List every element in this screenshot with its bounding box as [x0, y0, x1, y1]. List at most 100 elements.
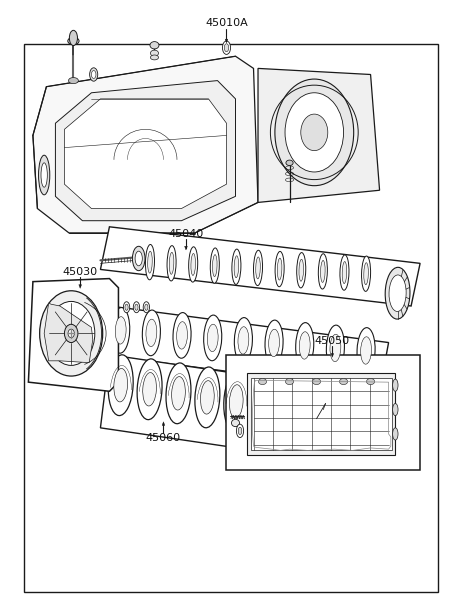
Polygon shape — [101, 306, 389, 391]
Polygon shape — [101, 227, 420, 306]
Ellipse shape — [231, 419, 240, 427]
Polygon shape — [44, 303, 93, 363]
Ellipse shape — [275, 79, 354, 185]
Ellipse shape — [269, 329, 280, 357]
Ellipse shape — [256, 257, 260, 279]
Ellipse shape — [318, 254, 328, 289]
Ellipse shape — [145, 244, 154, 280]
Ellipse shape — [224, 371, 249, 432]
Ellipse shape — [148, 251, 152, 273]
Ellipse shape — [114, 368, 128, 402]
Ellipse shape — [41, 163, 47, 187]
Ellipse shape — [339, 378, 347, 384]
Ellipse shape — [150, 50, 159, 56]
Polygon shape — [55, 81, 236, 221]
Ellipse shape — [361, 337, 371, 364]
Ellipse shape — [258, 389, 272, 422]
Text: 45050: 45050 — [315, 336, 350, 346]
Ellipse shape — [285, 378, 294, 384]
Ellipse shape — [393, 403, 398, 416]
Ellipse shape — [234, 318, 252, 364]
Ellipse shape — [297, 253, 306, 288]
Ellipse shape — [393, 428, 398, 440]
Ellipse shape — [254, 250, 263, 286]
Ellipse shape — [342, 261, 347, 283]
Ellipse shape — [265, 320, 283, 366]
Ellipse shape — [364, 263, 368, 285]
Ellipse shape — [90, 68, 98, 81]
Text: 45030: 45030 — [63, 267, 98, 277]
Ellipse shape — [68, 329, 74, 338]
Ellipse shape — [229, 385, 243, 418]
Ellipse shape — [172, 376, 185, 410]
Ellipse shape — [123, 302, 130, 313]
Ellipse shape — [142, 310, 160, 356]
Ellipse shape — [115, 316, 126, 344]
Ellipse shape — [204, 315, 222, 360]
Ellipse shape — [191, 253, 195, 275]
Ellipse shape — [143, 302, 149, 313]
Ellipse shape — [232, 249, 241, 285]
Ellipse shape — [125, 304, 128, 310]
Ellipse shape — [48, 302, 95, 365]
Text: 45010A: 45010A — [205, 18, 248, 28]
Ellipse shape — [313, 378, 321, 384]
Ellipse shape — [222, 41, 231, 54]
Ellipse shape — [135, 251, 142, 266]
Ellipse shape — [169, 252, 174, 274]
Ellipse shape — [143, 373, 156, 406]
Ellipse shape — [150, 55, 159, 60]
Ellipse shape — [210, 248, 219, 283]
Ellipse shape — [296, 323, 314, 368]
Polygon shape — [162, 422, 165, 425]
Ellipse shape — [385, 267, 410, 319]
Ellipse shape — [68, 37, 79, 45]
Text: 45060: 45060 — [146, 433, 181, 443]
Ellipse shape — [132, 246, 145, 271]
Ellipse shape — [150, 42, 159, 49]
Ellipse shape — [167, 245, 176, 281]
Ellipse shape — [188, 247, 198, 282]
Ellipse shape — [133, 302, 140, 313]
Ellipse shape — [282, 379, 307, 440]
Ellipse shape — [285, 93, 343, 172]
Ellipse shape — [173, 313, 191, 358]
Ellipse shape — [69, 31, 77, 45]
Ellipse shape — [234, 256, 239, 278]
Ellipse shape — [236, 424, 244, 438]
Ellipse shape — [40, 291, 103, 376]
Polygon shape — [225, 39, 228, 43]
Ellipse shape — [277, 258, 282, 280]
Ellipse shape — [299, 332, 310, 359]
Ellipse shape — [287, 393, 301, 427]
Ellipse shape — [137, 359, 162, 420]
Ellipse shape — [381, 382, 391, 391]
Ellipse shape — [238, 327, 249, 354]
Polygon shape — [64, 99, 226, 209]
Polygon shape — [79, 285, 82, 288]
Ellipse shape — [145, 304, 148, 310]
Ellipse shape — [135, 304, 138, 310]
Polygon shape — [29, 278, 118, 391]
Ellipse shape — [207, 324, 218, 352]
Ellipse shape — [340, 255, 349, 290]
Polygon shape — [101, 355, 317, 458]
Ellipse shape — [275, 252, 284, 287]
Polygon shape — [185, 246, 188, 250]
Ellipse shape — [201, 381, 214, 414]
Polygon shape — [331, 354, 334, 357]
Ellipse shape — [108, 355, 133, 416]
Polygon shape — [226, 355, 420, 471]
Polygon shape — [258, 69, 380, 203]
Ellipse shape — [68, 78, 78, 84]
Ellipse shape — [146, 319, 157, 346]
Ellipse shape — [177, 322, 188, 349]
Ellipse shape — [366, 378, 375, 384]
Ellipse shape — [361, 256, 371, 291]
Ellipse shape — [212, 255, 217, 277]
Ellipse shape — [238, 427, 242, 435]
Polygon shape — [247, 373, 395, 455]
Ellipse shape — [393, 379, 398, 391]
Text: 45040: 45040 — [169, 229, 203, 239]
Ellipse shape — [111, 308, 130, 353]
